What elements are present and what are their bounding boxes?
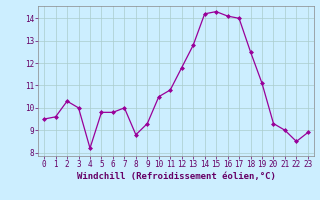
X-axis label: Windchill (Refroidissement éolien,°C): Windchill (Refroidissement éolien,°C) <box>76 172 276 181</box>
